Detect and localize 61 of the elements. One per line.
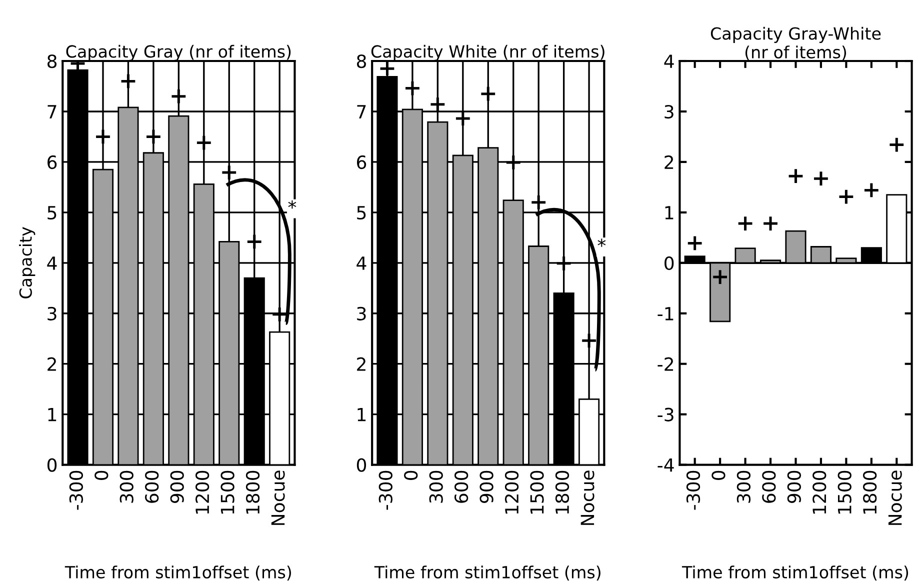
x-tick-label: 900 xyxy=(787,470,801,503)
y-tick-label: 0 xyxy=(664,256,674,270)
y-tick-label: 2 xyxy=(664,155,674,169)
y-tick-label: 4 xyxy=(47,256,57,270)
y-tick-label: 4 xyxy=(356,256,366,270)
y-tick-label: 5 xyxy=(48,206,56,220)
y-tick-label: -2 xyxy=(658,357,674,371)
x-tick-label: Nocue xyxy=(271,470,285,525)
x-tick-label: 1800 xyxy=(863,470,877,514)
x-tick-label: 0 xyxy=(712,470,726,480)
y-tick-label: -1 xyxy=(658,307,674,320)
y-tick-label: 1 xyxy=(48,408,56,422)
x-tick-label: 600 xyxy=(145,470,159,503)
x-axis-title: Time from stim1offset (ms) xyxy=(374,566,600,580)
x-tick-label: 1200 xyxy=(195,470,210,514)
x-tick-label: -300 xyxy=(686,470,700,510)
y-tick-label: 7 xyxy=(48,105,56,118)
y-tick-label: 3 xyxy=(664,104,674,119)
y-tick-label: -3 xyxy=(658,408,674,422)
y-tick-label: 1 xyxy=(358,408,366,422)
x-tick-label: Nocue xyxy=(888,470,902,525)
x-tick-label: -300 xyxy=(69,470,84,510)
x-tick-label: 300 xyxy=(736,470,751,503)
y-tick-label: 2 xyxy=(357,357,366,371)
x-tick-label: 1800 xyxy=(555,470,570,514)
x-tick-label: 1200 xyxy=(812,470,826,514)
x-tick-label: 0 xyxy=(404,470,418,480)
y-tick-label: -4 xyxy=(658,458,674,472)
y-tick-label: 8 xyxy=(356,54,366,68)
x-tick-label: 900 xyxy=(170,470,184,503)
y-tick-label: 3 xyxy=(357,306,366,320)
x-tick-label: 900 xyxy=(480,470,494,503)
y-tick-label: 6 xyxy=(356,155,366,170)
annotation: * xyxy=(598,238,606,247)
x-tick-label: 1200 xyxy=(504,470,519,514)
x-axis-title: Time from stim1offset (ms) xyxy=(682,566,908,580)
x-tick-label: 300 xyxy=(120,470,134,503)
x-tick-label: -300 xyxy=(378,470,392,510)
y-tick-label: 5 xyxy=(357,206,366,220)
x-tick-label: 1500 xyxy=(220,470,234,514)
chart-title: Capacity Gray-White (nr of items) xyxy=(710,26,881,60)
x-tick-label: 1500 xyxy=(838,470,852,514)
y-tick-label: 7 xyxy=(357,105,366,118)
chart-title: Capacity White (nr of items) xyxy=(371,44,604,62)
y-tick-label: 6 xyxy=(48,155,57,170)
y-axis-title: Capacity xyxy=(19,226,36,298)
x-tick-label: 600 xyxy=(454,470,468,503)
x-tick-label: 1800 xyxy=(246,470,260,514)
x-tick-label: Nocue xyxy=(580,470,594,525)
x-tick-label: 600 xyxy=(762,470,776,503)
x-tick-label: 0 xyxy=(94,470,108,480)
y-tick-label: 3 xyxy=(48,306,56,320)
y-tick-label: 1 xyxy=(665,206,674,220)
y-tick-label: 4 xyxy=(664,54,674,68)
annotation: * xyxy=(288,200,296,209)
chart-title: Capacity Gray (nr of items) xyxy=(66,44,291,62)
x-tick-label: 1500 xyxy=(530,470,544,514)
y-tick-label: 2 xyxy=(48,357,56,371)
x-axis-title: Time from stim1offset (ms) xyxy=(64,566,291,580)
y-tick-label: 8 xyxy=(48,54,57,68)
x-tick-label: 300 xyxy=(429,470,443,503)
